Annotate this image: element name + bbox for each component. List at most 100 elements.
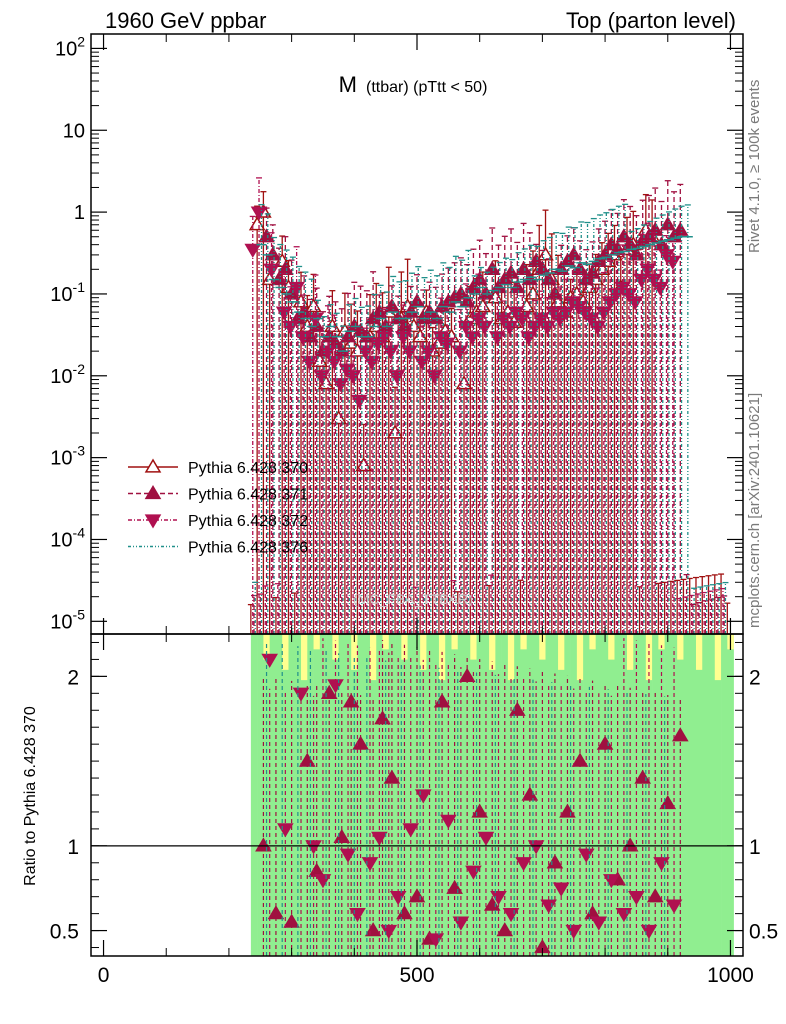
data-point — [495, 312, 512, 328]
ratio-point — [628, 891, 645, 906]
data-point — [402, 303, 420, 318]
data-point — [527, 252, 545, 268]
ratio-point — [267, 905, 285, 920]
ratio-band — [708, 634, 716, 956]
data-point — [584, 264, 601, 279]
ratio-y-tick-label-right: 2 — [749, 666, 761, 689]
legend-label: Pythia 6.428 372 — [188, 513, 308, 530]
legend-marker — [144, 485, 162, 500]
legend-label: Pythia 6.428 376 — [188, 540, 308, 557]
data-point — [319, 345, 337, 360]
ratio-band-yellow — [695, 634, 703, 670]
ratio-point — [671, 727, 689, 742]
ratio-band — [250, 634, 258, 956]
ratio-band — [301, 634, 308, 956]
y-tick-label: 10-5 — [50, 606, 85, 633]
data-point — [401, 345, 418, 360]
data-point — [458, 293, 476, 308]
data-point — [452, 285, 470, 300]
ratio-band-yellow — [677, 634, 684, 660]
data-point — [250, 206, 268, 221]
ratio-band — [702, 634, 709, 956]
data-point — [628, 246, 645, 261]
ratio-y-axis-label: Ratio to Pythia 6.428 370 — [22, 706, 39, 886]
data-point — [357, 345, 374, 360]
ratio-band — [721, 634, 728, 956]
ratio-y-tick-label: 2 — [67, 666, 79, 689]
data-point — [388, 370, 406, 385]
data-point — [451, 345, 468, 360]
ratio-band-yellow — [369, 634, 377, 681]
ratio-point — [371, 831, 388, 846]
ratio-y-tick-label: 0.5 — [50, 921, 79, 944]
ratio-point — [665, 899, 683, 914]
ratio-band — [683, 634, 691, 956]
x-tick-label: 500 — [399, 964, 434, 987]
ratio-point — [496, 922, 514, 937]
plot-title-main: M — [339, 72, 357, 97]
data-point — [248, 216, 266, 231]
ratio-band-yellow — [507, 634, 515, 681]
data-point — [313, 370, 331, 385]
data-point — [308, 318, 326, 333]
ratio-band-yellow — [470, 634, 477, 660]
ratio-band-yellow — [520, 634, 528, 650]
data-point — [295, 303, 313, 318]
watermark: (MC_FBA_TTBAR) — [353, 591, 473, 607]
ratio-band — [275, 634, 283, 956]
data-point — [421, 303, 438, 318]
legend: Pythia 6.428 370 Pythia 6.428 371 Pythia 6… — [128, 458, 308, 557]
data-point — [515, 260, 532, 275]
data-point — [438, 337, 456, 352]
data-point — [502, 264, 520, 279]
ratio-band-yellow — [589, 634, 596, 650]
header-right: Top (parton level) — [566, 8, 736, 33]
ratio-y-tick-label-right: 0.5 — [749, 921, 778, 944]
data-point — [426, 370, 443, 385]
ratio-band — [269, 634, 277, 956]
legend-marker — [144, 458, 162, 473]
data-point — [534, 260, 551, 275]
data-point — [327, 334, 344, 349]
ratio-band-yellow — [451, 634, 459, 650]
ratio-point — [552, 882, 570, 897]
ratio-band-yellow — [645, 634, 653, 681]
y-tick-label: 10-3 — [50, 443, 85, 470]
ratio-band-yellow — [539, 634, 546, 660]
ratio-band-yellow — [301, 634, 308, 681]
ratio-band-yellow — [282, 634, 289, 670]
ratio-band-yellow — [658, 634, 665, 650]
data-point — [521, 271, 539, 286]
ratio-band — [689, 634, 697, 956]
plot-title: M (ttbar) (pTtt < 50) — [339, 72, 488, 97]
ratio-point — [458, 667, 476, 683]
ratio-band-yellow — [313, 634, 321, 650]
data-point — [288, 281, 305, 296]
x-tick-label: 0 — [98, 964, 110, 987]
ratio-band — [727, 634, 734, 956]
data-point — [546, 285, 564, 300]
ratio-band-yellow — [576, 634, 584, 681]
data-point — [514, 312, 531, 328]
legend-label: Pythia 6.428 371 — [188, 487, 308, 504]
y-tick-label: 10-2 — [50, 361, 85, 388]
ratio-point — [477, 831, 495, 846]
ratio-point — [440, 814, 457, 829]
rivet-version-label: Rivet 4.1.0, ≥ 100k events — [746, 79, 763, 253]
ratio-band — [257, 634, 264, 956]
data-point — [300, 355, 318, 370]
ratio-panel-series — [91, 638, 743, 956]
data-point — [532, 312, 550, 328]
data-point — [332, 378, 349, 393]
data-point — [358, 328, 376, 343]
data-point — [551, 312, 569, 328]
ratio-y-tick-label-right: 1 — [749, 836, 761, 859]
main-panel-series — [244, 177, 731, 634]
y-tick-label: 10 — [63, 120, 85, 142]
y-tick-label: 102 — [55, 33, 85, 60]
data-point — [258, 228, 275, 243]
ratio-band-yellow — [438, 634, 446, 681]
data-point — [671, 221, 689, 236]
mcplots-reference-label: mcplots.cern.ch [arXiv:2401.10621] — [746, 392, 763, 628]
data-point — [470, 312, 487, 328]
